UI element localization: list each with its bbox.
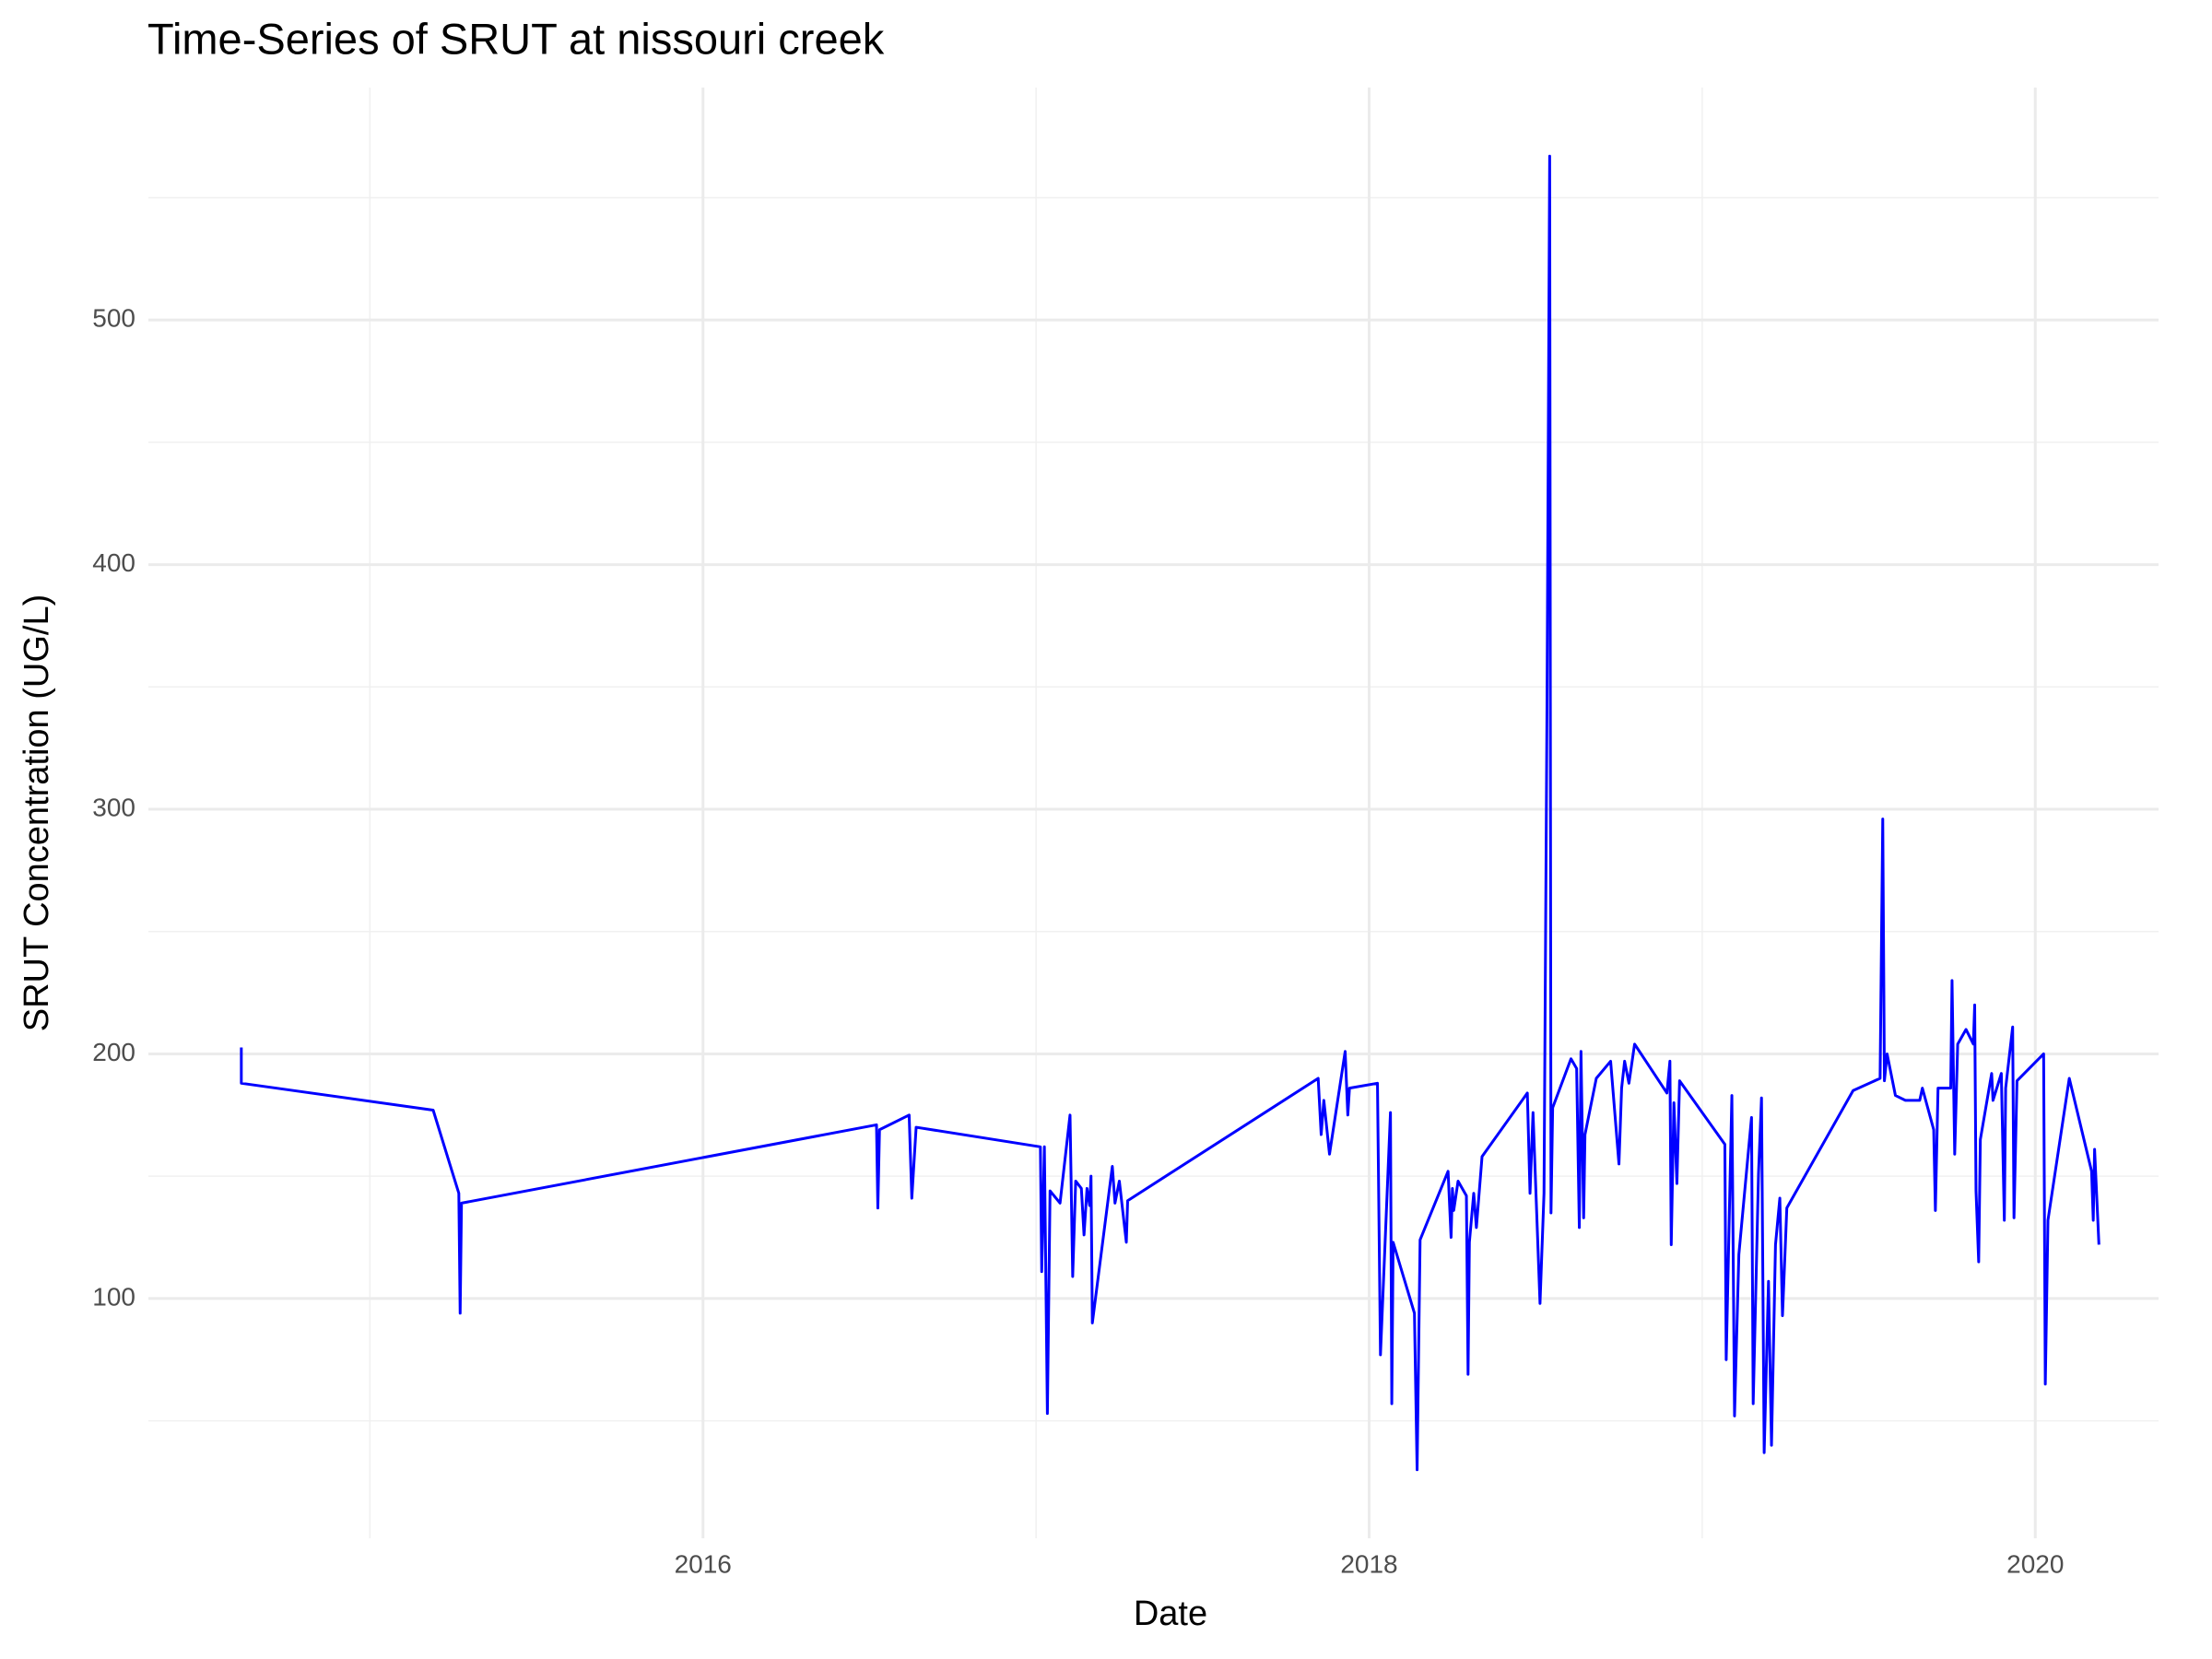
y-tick-label: 400 — [92, 548, 135, 577]
y-tick-label: 500 — [92, 304, 135, 333]
x-tick-label: 2016 — [675, 1549, 732, 1578]
y-tick-label: 300 — [92, 793, 135, 821]
chart-title: Time-Series of SRUT at nissouri creek — [147, 14, 885, 63]
x-tick-label: 2018 — [1340, 1549, 1397, 1578]
y-tick-label: 200 — [92, 1038, 135, 1066]
y-axis-title: SRUT Concentration (UG/L) — [18, 594, 56, 1031]
y-tick-label: 100 — [92, 1282, 135, 1311]
data-line — [240, 154, 2100, 1472]
grid — [148, 88, 2159, 1538]
x-axis-title: Date — [1134, 1594, 1207, 1633]
plot-area — [240, 154, 2100, 1472]
x-tick-label: 2020 — [2006, 1549, 2064, 1578]
